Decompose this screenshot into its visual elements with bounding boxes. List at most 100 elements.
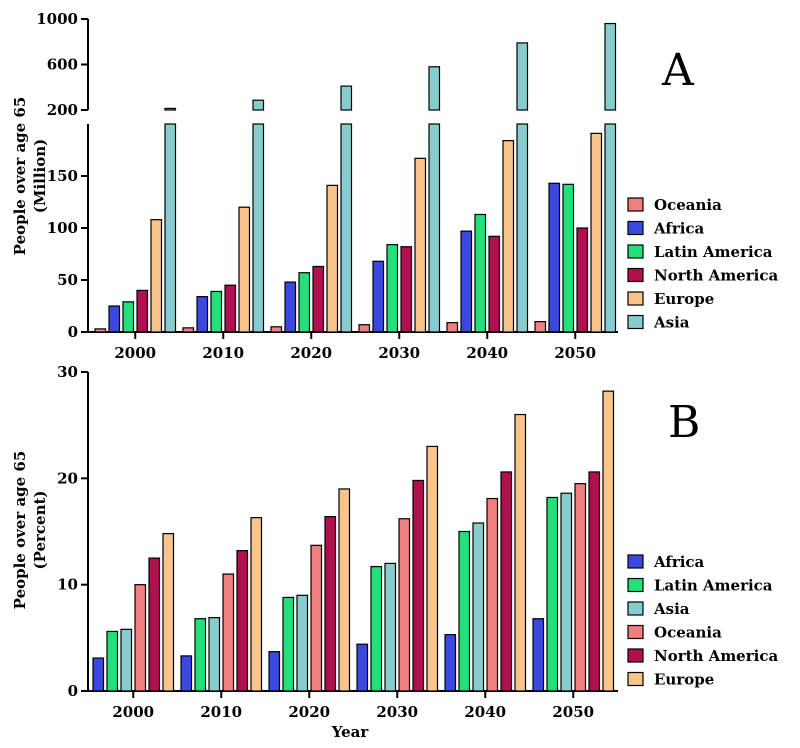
- bar: [358, 324, 371, 333]
- chart-b-ytick-label: 0: [68, 682, 78, 700]
- bar: [444, 634, 457, 692]
- bar: [150, 219, 163, 333]
- bar: [194, 618, 207, 692]
- legend-swatch: [627, 314, 644, 330]
- chart-a-bars: [94, 22, 617, 333]
- bar: [180, 655, 193, 692]
- bar: [164, 123, 177, 333]
- legend-swatch: [627, 220, 644, 236]
- legend-label: Africa: [653, 220, 705, 238]
- chart-a-xtick-label: 2020: [290, 344, 332, 362]
- bar: [548, 182, 561, 333]
- bar: [574, 483, 587, 692]
- chart-b-xtick-label: 2030: [376, 703, 418, 721]
- bar: [106, 630, 119, 692]
- bar: [210, 290, 223, 333]
- chart-b-xtick-label: 2050: [552, 703, 594, 721]
- bar: [414, 157, 427, 333]
- bar: [370, 565, 383, 692]
- bar: [500, 471, 513, 692]
- legend-swatch: [627, 624, 644, 640]
- chart-a-legend: Oceania Africa Latin America North America E…: [627, 196, 778, 332]
- bar: [268, 651, 281, 692]
- chart-a-axes: 0 50 100 150 200 600 1000: [36, 10, 618, 341]
- bar: [412, 479, 425, 692]
- chart-b-bars: [92, 390, 615, 692]
- bar: [282, 596, 295, 692]
- bar: [400, 246, 413, 333]
- bar: [196, 296, 209, 333]
- bar: [270, 326, 283, 333]
- bar: [312, 265, 325, 333]
- legend-label: Asia: [653, 314, 690, 332]
- bar: [182, 327, 195, 333]
- bar: [486, 497, 499, 692]
- bar: [560, 492, 573, 692]
- bar: [250, 517, 263, 692]
- chart-a-xtick-label: 2030: [378, 344, 420, 362]
- bar-upper: [604, 22, 617, 111]
- chart-a-ytick-label: 200: [47, 101, 78, 119]
- bar: [488, 235, 501, 333]
- chart-b-ylabel-unit: (Percent): [31, 490, 49, 569]
- chart-a-ytick-label: 100: [47, 219, 78, 237]
- bar: [340, 123, 353, 333]
- legend-swatch: [627, 554, 644, 569]
- legend-label: Oceania: [654, 624, 722, 642]
- chart-a-xtick-label: 2050: [554, 344, 596, 362]
- bar: [472, 522, 485, 692]
- bar: [604, 123, 617, 333]
- chart-b-ytick-label: 30: [57, 363, 78, 381]
- bar: [222, 573, 235, 692]
- bar: [576, 227, 589, 333]
- chart-a-xtick-label: 2040: [466, 344, 508, 362]
- legend-swatch: [627, 577, 644, 593]
- bar: [94, 328, 107, 333]
- bar: [134, 584, 147, 692]
- legend-label: Latin America: [654, 243, 773, 261]
- bar: [534, 321, 547, 333]
- bar-upper: [428, 66, 441, 111]
- chart-b-xtick-label: 2040: [464, 703, 506, 721]
- bar: [514, 413, 527, 692]
- chart-a-ytick-label: 0: [68, 323, 78, 341]
- legend-label: Asia: [653, 600, 690, 618]
- bar: [458, 530, 471, 692]
- bar: [120, 628, 133, 692]
- bar: [92, 657, 105, 692]
- bar-upper: [516, 42, 529, 111]
- bar-upper: [340, 85, 353, 111]
- bar: [136, 289, 149, 333]
- bar: [310, 544, 323, 692]
- bar: [224, 284, 237, 333]
- bar: [446, 322, 459, 333]
- legend-swatch: [627, 291, 644, 306]
- bar: [546, 496, 559, 692]
- bar: [296, 594, 309, 692]
- chart-a-xtick-label: 2010: [202, 344, 244, 362]
- legend-swatch: [627, 267, 644, 283]
- bar: [426, 445, 439, 692]
- bar: [460, 230, 473, 333]
- bar: [588, 471, 601, 692]
- bar: [324, 516, 337, 692]
- bar: [252, 123, 265, 333]
- chart-b-xlabel: Year: [331, 723, 370, 741]
- bar-upper: [164, 107, 177, 111]
- legend-label: Europe: [654, 671, 714, 689]
- bar: [208, 617, 221, 692]
- bar: [398, 518, 411, 692]
- bar: [516, 123, 529, 333]
- chart-a-ylabel-unit: (Million): [31, 139, 49, 214]
- legend-label: Africa: [653, 553, 705, 571]
- chart-b-ytick-label: 20: [57, 469, 78, 487]
- chart-a: A People over age 65 (Million) 0 50 100 150…: [11, 10, 778, 362]
- chart-a-xticks: 2000 2010 2020 2030 2040 2050: [114, 332, 596, 362]
- legend-label: Latin America: [654, 577, 773, 595]
- bar: [148, 557, 161, 692]
- legend-label: Oceania: [654, 196, 722, 214]
- bar: [238, 206, 251, 333]
- chart-a-ytick-label: 600: [47, 56, 78, 74]
